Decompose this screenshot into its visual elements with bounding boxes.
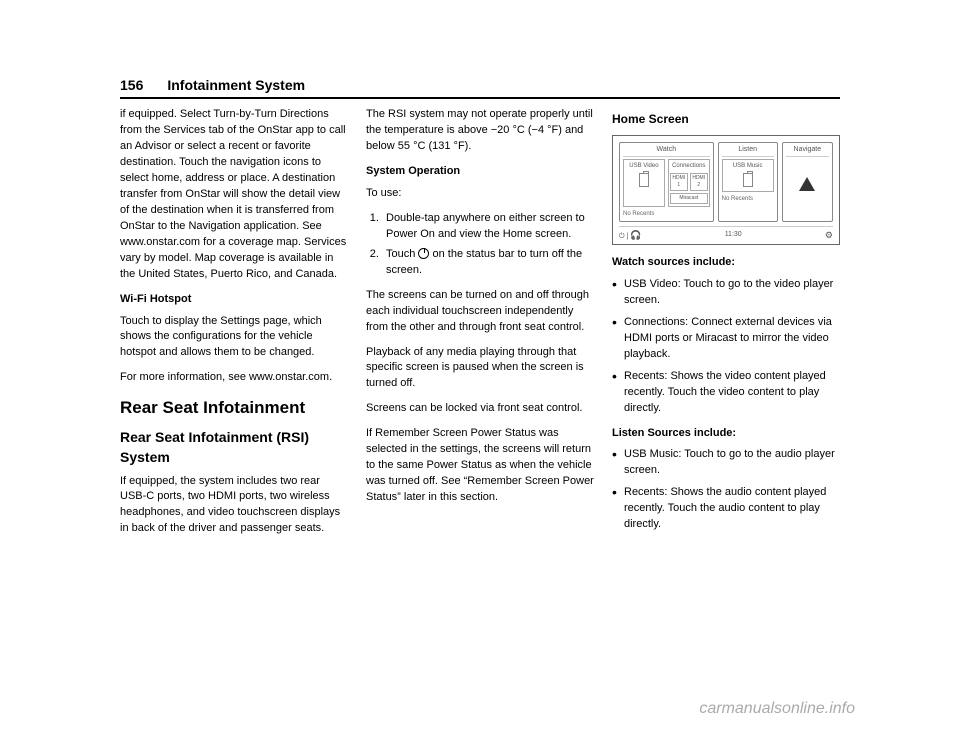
manual-page: 156 Infotainment System if equipped. Sel…: [120, 60, 840, 546]
listen-sources-heading: Listen Sources include:: [612, 426, 840, 442]
hs-connections: Connections HDMI 1 HDMI 2 Miracast: [668, 159, 710, 207]
wifi-paragraph-1: Touch to display the Settings page, whic…: [120, 314, 348, 362]
content-columns: if equipped. Select Turn-by-Turn Directi…: [120, 107, 840, 546]
system-operation-heading: System Operation: [366, 164, 594, 180]
watch-connections: Connections: Connect external devices vi…: [612, 315, 840, 363]
wifi-hotspot-heading: Wi-Fi Hotspot: [120, 292, 348, 308]
temperature-note: The RSI system may not operate properly …: [366, 107, 594, 155]
watch-sources-list: USB Video: Touch to go to the video play…: [612, 277, 840, 417]
listen-usbmusic: USB Music: Touch to go to the audio play…: [612, 447, 840, 479]
to-use-label: To use:: [366, 186, 594, 202]
hs-status-bar: ⏻ | 🎧 11:30 ⚙: [619, 226, 833, 242]
hs-power-headphones: ⏻ | 🎧: [619, 229, 641, 242]
rear-seat-h1: Rear Seat Infotainment: [120, 396, 348, 421]
nav-arrow-icon: [799, 177, 815, 191]
step-2: Touch on the status bar to turn off the …: [382, 247, 594, 279]
step-1: Double-tap anywhere on either screen to …: [382, 211, 594, 243]
section-title: Infotainment System: [167, 75, 305, 95]
screens-locked: Screens can be locked via front seat con…: [366, 401, 594, 417]
page-header: 156 Infotainment System: [120, 75, 840, 99]
hs-usbmusic: USB Music: [722, 159, 774, 192]
headphones-icon: 🎧: [630, 230, 641, 240]
watch-usbvideo: USB Video: Touch to go to the video play…: [612, 277, 840, 309]
listen-sources-list: USB Music: Touch to go to the audio play…: [612, 447, 840, 533]
onstar-paragraph: if equipped. Select Turn-by-Turn Directi…: [120, 107, 348, 282]
gear-icon: ⚙: [825, 229, 833, 242]
watch-recents: Recents: Shows the video content played …: [612, 369, 840, 417]
screens-onoff: The screens can be turned on and off thr…: [366, 288, 594, 336]
home-screen-illustration: Watch USB Video Connections HDMI 1 HDMI: [612, 135, 840, 245]
rsi-description: If equipped, the system includes two rea…: [120, 474, 348, 538]
listen-recents: Recents: Shows the audio content played …: [612, 485, 840, 533]
watermark: carmanualsonline.info: [699, 697, 855, 720]
usb-music-icon: [743, 173, 753, 187]
column-3: Home Screen Watch USB Video Connections: [612, 107, 840, 546]
hs-time: 11:30: [725, 230, 742, 240]
home-screen-heading: Home Screen: [612, 111, 840, 128]
page-number: 156: [120, 75, 143, 95]
hs-navigate-card: Navigate: [782, 142, 833, 222]
wifi-paragraph-2: For more information, see www.onstar.com…: [120, 370, 348, 386]
playback-pause: Playback of any media playing through th…: [366, 345, 594, 393]
operation-steps: Double-tap anywhere on either screen to …: [382, 211, 594, 279]
remember-power: If Remember Screen Power Status was sele…: [366, 426, 594, 506]
hs-watch-card: Watch USB Video Connections HDMI 1 HDMI: [619, 142, 714, 222]
hs-listen-card: Listen USB Music No Recents: [718, 142, 778, 222]
column-1: if equipped. Select Turn-by-Turn Directi…: [120, 107, 348, 546]
usb-icon: [639, 173, 649, 187]
hs-usbvideo: USB Video: [623, 159, 665, 207]
rsi-system-h2: Rear Seat Infotainment (RSI) System: [120, 427, 348, 468]
column-2: The RSI system may not operate properly …: [366, 107, 594, 546]
power-icon: [418, 248, 429, 259]
watch-sources-heading: Watch sources include:: [612, 255, 840, 271]
